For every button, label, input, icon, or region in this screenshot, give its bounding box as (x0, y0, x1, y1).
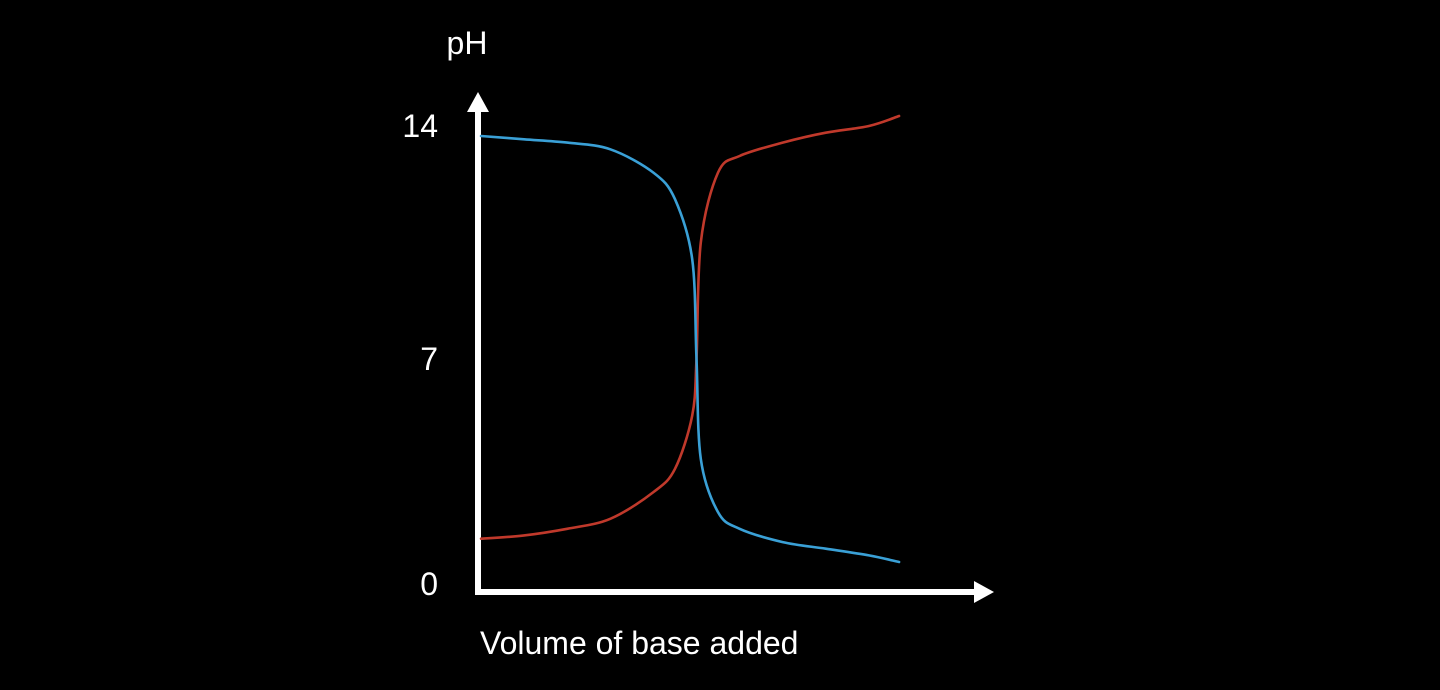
y-tick-label: 0 (420, 566, 438, 602)
y-tick-labels: 0 7 14 (402, 108, 438, 602)
y-tick-label: 7 (420, 341, 438, 377)
y-axis-arrow (467, 92, 489, 112)
x-axis-arrow (974, 581, 994, 603)
y-tick-label: 14 (402, 108, 438, 144)
x-axis-label: Volume of base added (480, 625, 798, 661)
series-line-2 (479, 134, 901, 564)
series-line-1 (479, 114, 901, 540)
y-axis-label: pH (447, 25, 488, 61)
series-layer (479, 114, 901, 564)
